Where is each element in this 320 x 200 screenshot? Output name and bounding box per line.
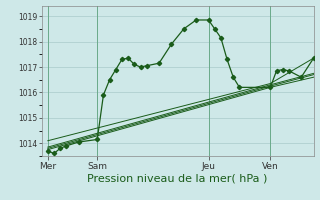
X-axis label: Pression niveau de la mer( hPa ): Pression niveau de la mer( hPa )	[87, 173, 268, 183]
